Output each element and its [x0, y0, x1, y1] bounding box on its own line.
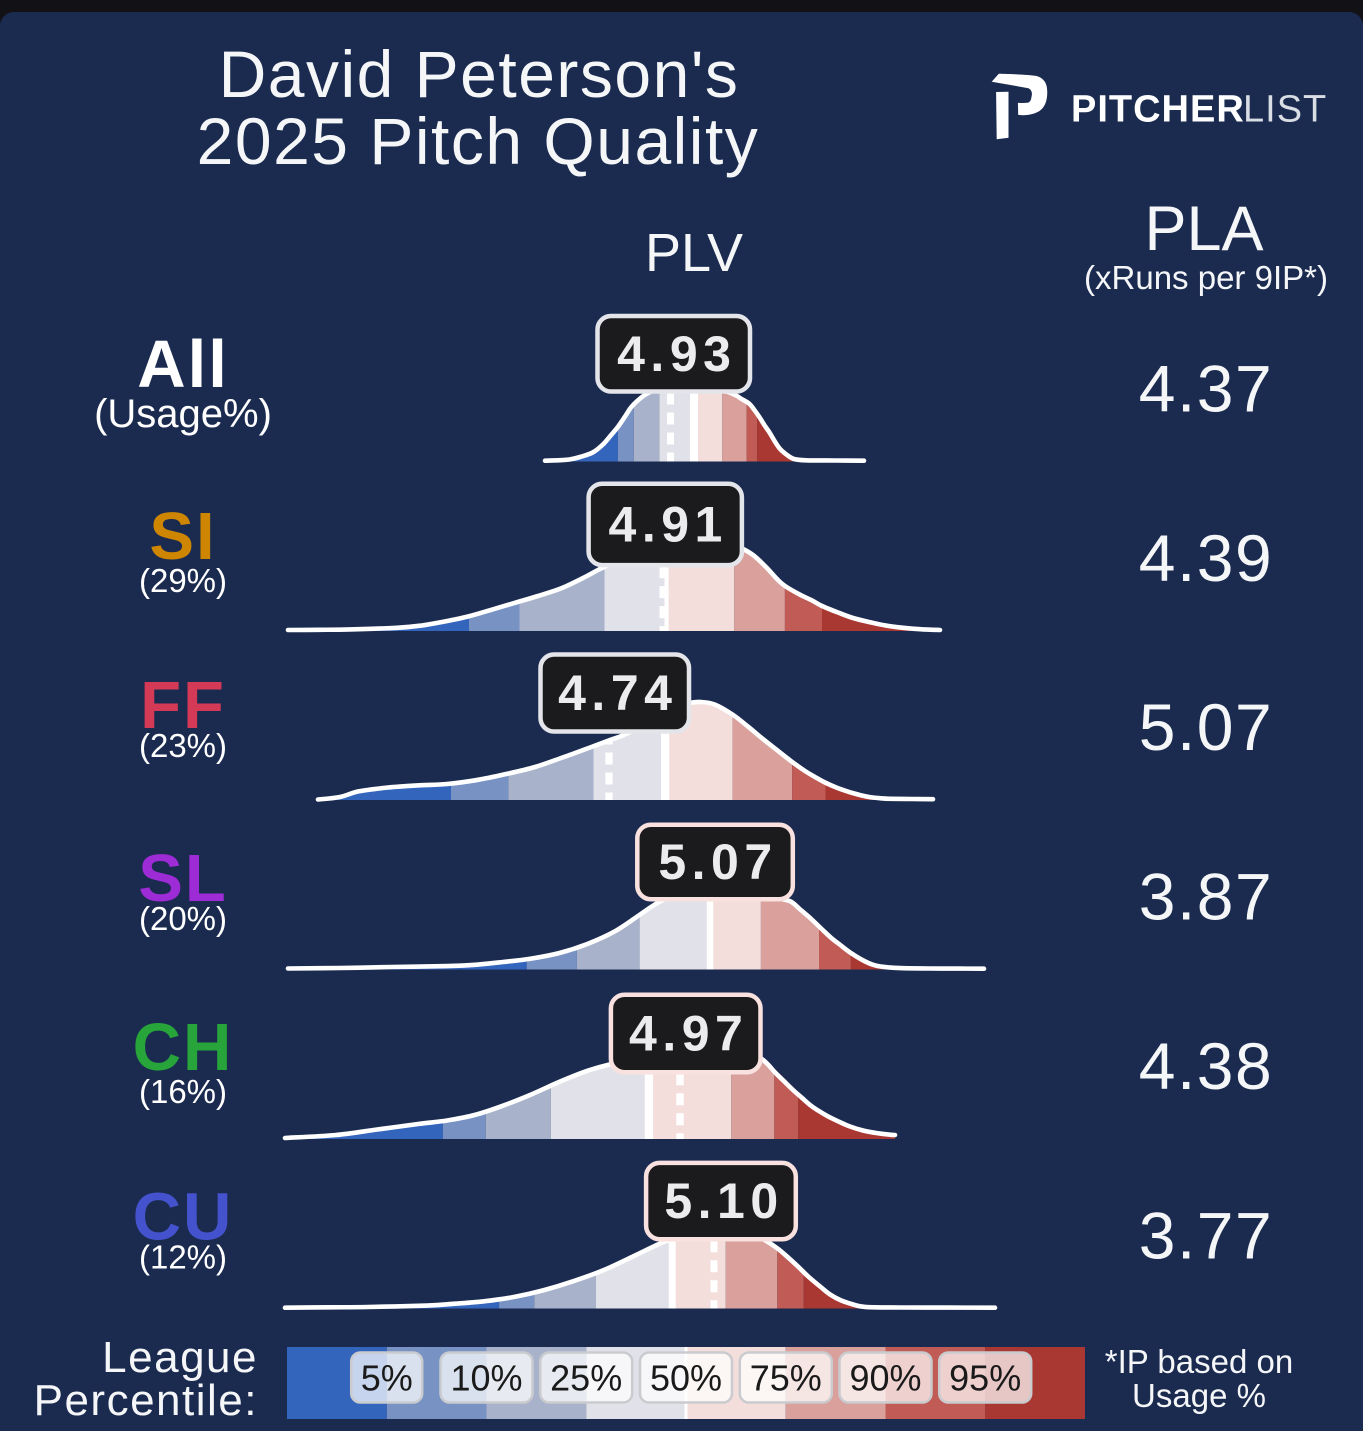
- svg-text:3.87: 3.87: [1139, 860, 1273, 934]
- svg-text:90%: 90%: [849, 1358, 921, 1399]
- svg-text:5.07: 5.07: [658, 834, 777, 890]
- svg-text:SL: SL: [138, 841, 228, 916]
- svg-text:4.37: 4.37: [1139, 352, 1273, 426]
- svg-text:5%: 5%: [361, 1358, 413, 1399]
- svg-text:CH: CH: [133, 1010, 234, 1085]
- svg-text:4.97: 4.97: [629, 1006, 748, 1062]
- svg-text:(23%): (23%): [139, 727, 227, 764]
- svg-text:2025 Pitch Quality: 2025 Pitch Quality: [197, 104, 760, 178]
- svg-text:75%: 75%: [750, 1358, 822, 1399]
- svg-text:All: All: [137, 327, 229, 402]
- svg-text:10%: 10%: [450, 1358, 522, 1399]
- svg-text:(xRuns per 9IP*): (xRuns per 9IP*): [1084, 259, 1328, 296]
- svg-text:PLV: PLV: [645, 223, 743, 283]
- svg-text:4.38: 4.38: [1139, 1029, 1273, 1103]
- svg-text:LIST: LIST: [1243, 89, 1327, 131]
- svg-text:(20%): (20%): [139, 900, 227, 937]
- svg-text:David Peterson's: David Peterson's: [219, 37, 740, 111]
- svg-text:(16%): (16%): [139, 1073, 227, 1110]
- svg-text:FF: FF: [140, 668, 226, 743]
- svg-text:(29%): (29%): [139, 562, 227, 599]
- svg-text:25%: 25%: [550, 1358, 622, 1399]
- svg-text:PITCHER: PITCHER: [1071, 89, 1245, 131]
- svg-text:3.77: 3.77: [1139, 1199, 1273, 1273]
- svg-text:95%: 95%: [949, 1358, 1021, 1399]
- svg-text:4.93: 4.93: [617, 326, 736, 382]
- svg-text:(12%): (12%): [139, 1239, 227, 1276]
- svg-text:League: League: [102, 1333, 258, 1382]
- svg-text:Usage %: Usage %: [1132, 1377, 1266, 1414]
- svg-text:Percentile:: Percentile:: [34, 1376, 258, 1425]
- svg-text:*IP based on: *IP based on: [1105, 1343, 1293, 1380]
- svg-text:PLA: PLA: [1144, 194, 1263, 264]
- svg-text:(Usage%): (Usage%): [94, 392, 272, 436]
- svg-text:4.91: 4.91: [609, 496, 728, 552]
- svg-text:50%: 50%: [650, 1358, 722, 1399]
- svg-text:CU: CU: [133, 1180, 234, 1255]
- svg-text:4.39: 4.39: [1139, 521, 1273, 595]
- svg-text:SI: SI: [149, 499, 216, 574]
- svg-text:5.07: 5.07: [1139, 690, 1273, 764]
- svg-text:5.10: 5.10: [664, 1173, 783, 1229]
- svg-text:4.74: 4.74: [558, 665, 677, 721]
